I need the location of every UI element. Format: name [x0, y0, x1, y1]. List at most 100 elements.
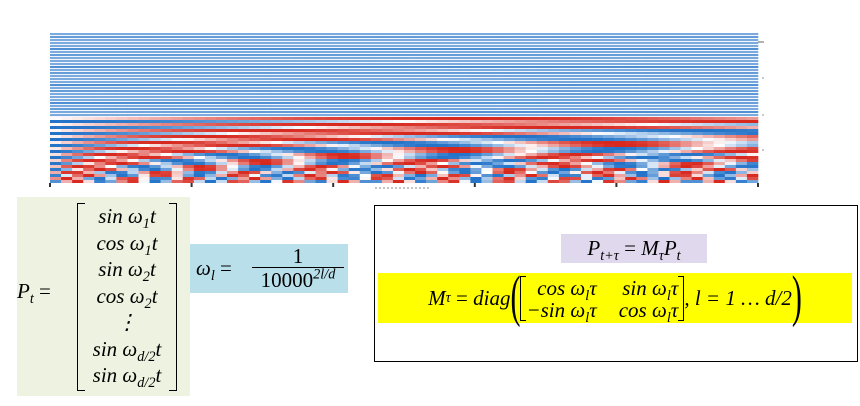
- heatmap-cell: [381, 84, 394, 87]
- heatmap-cell: [525, 99, 538, 102]
- heatmap-cell: [94, 96, 106, 99]
- heatmap-cell: [370, 165, 383, 168]
- heatmap-cell: [592, 120, 604, 123]
- heatmap-cell: [204, 42, 217, 45]
- heatmap-cell: [105, 39, 117, 42]
- heatmap-cell: [724, 90, 737, 93]
- heatmap-cell: [61, 93, 73, 96]
- heatmap-cell: [481, 60, 493, 63]
- heatmap-cell: [448, 39, 460, 42]
- heatmap-cell: [603, 162, 615, 165]
- heatmap-cell: [160, 141, 172, 144]
- heatmap-cell: [724, 165, 737, 168]
- heatmap-cell: [636, 117, 648, 120]
- heatmap-cell: [492, 144, 504, 147]
- heatmap-cell: [614, 123, 626, 126]
- heatmap-cell: [149, 144, 161, 147]
- heatmap-cell: [680, 78, 692, 81]
- heatmap-cell: [271, 108, 283, 111]
- heatmap-cell: [603, 39, 615, 42]
- heatmap-cell: [658, 144, 670, 147]
- heatmap-cell: [702, 42, 715, 45]
- heatmap-cell: [470, 60, 482, 63]
- heatmap-cell: [204, 138, 217, 141]
- heatmap-cell: [558, 141, 571, 144]
- heatmap-cell: [94, 93, 106, 96]
- heatmap-cell: [359, 72, 372, 75]
- heatmap-cell: [171, 90, 184, 93]
- heatmap-cell: [160, 51, 172, 54]
- heatmap-cell: [116, 171, 128, 174]
- heatmap-cell: [160, 99, 172, 102]
- heatmap-cell: [348, 66, 361, 69]
- heatmap-cell: [116, 66, 128, 69]
- heatmap-cell: [127, 51, 139, 54]
- heatmap-cell: [171, 63, 184, 66]
- heatmap-cell: [326, 93, 338, 96]
- heatmap-cell: [94, 36, 106, 39]
- heatmap-cell: [72, 102, 84, 105]
- heatmap-cell: [437, 36, 449, 39]
- heatmap-cell: [702, 66, 715, 69]
- heatmap-cell: [381, 162, 394, 165]
- heatmap-cell: [204, 93, 217, 96]
- heatmap-cell: [603, 168, 615, 171]
- heatmap-cell: [569, 177, 582, 180]
- heatmap-cell: [437, 54, 449, 57]
- heatmap-cell: [171, 75, 184, 78]
- heatmap-cell: [415, 171, 427, 174]
- heatmap-cell: [138, 69, 150, 72]
- heatmap-cell: [470, 147, 482, 150]
- heatmap-cell: [735, 138, 748, 141]
- heatmap-cell: [525, 150, 538, 153]
- heatmap-cell: [227, 51, 239, 54]
- heatmap-cell: [448, 108, 460, 111]
- heatmap-cell: [138, 75, 150, 78]
- heatmap-cell: [182, 78, 195, 81]
- heatmap-cell: [149, 81, 161, 84]
- heatmap-cell: [160, 84, 172, 87]
- heatmap-cell: [282, 129, 294, 132]
- heatmap-cell: [238, 63, 250, 66]
- heatmap-cell: [83, 132, 95, 135]
- term-sub: 1: [144, 242, 152, 259]
- heatmap-cell: [492, 81, 504, 84]
- heatmap-cell: [459, 96, 471, 99]
- heatmap-cell: [581, 180, 593, 183]
- heatmap-cell: [293, 153, 305, 156]
- heatmap-cell: [448, 105, 460, 108]
- heatmap-cell: [94, 138, 106, 141]
- heatmap-cell: [215, 108, 228, 111]
- heatmap-cell: [658, 57, 670, 60]
- heatmap-cell: [249, 57, 261, 60]
- heatmap-cell: [658, 147, 670, 150]
- heatmap-cell: [116, 99, 128, 102]
- heatmap-cell: [392, 87, 405, 90]
- heatmap-cell: [370, 60, 383, 63]
- heatmap-cell: [558, 162, 571, 165]
- heatmap-cell: [470, 111, 482, 114]
- heatmap-cell: [691, 54, 703, 57]
- heatmap-cell: [481, 171, 493, 174]
- heatmap-cell: [448, 57, 460, 60]
- heatmap-cell: [171, 42, 184, 45]
- heatmap-cell: [525, 57, 538, 60]
- heatmap-cell: [713, 108, 726, 111]
- heatmap-cell: [282, 132, 294, 135]
- heatmap-cell: [437, 144, 449, 147]
- heatmap-cell: [625, 171, 637, 174]
- heatmap-cell: [569, 105, 582, 108]
- heatmap-cell: [138, 135, 150, 138]
- heatmap-cell: [415, 72, 427, 75]
- heatmap-cell: [658, 138, 670, 141]
- heatmap-cell: [603, 147, 615, 150]
- heatmap-cell: [193, 57, 206, 60]
- heatmap-cell: [193, 120, 206, 123]
- heatmap-cell: [636, 72, 648, 75]
- heatmap-cell: [581, 174, 593, 177]
- heatmap-cell: [171, 48, 184, 51]
- heatmap-cell: [691, 129, 703, 132]
- heatmap-cell: [171, 66, 184, 69]
- heatmap-cell: [625, 90, 637, 93]
